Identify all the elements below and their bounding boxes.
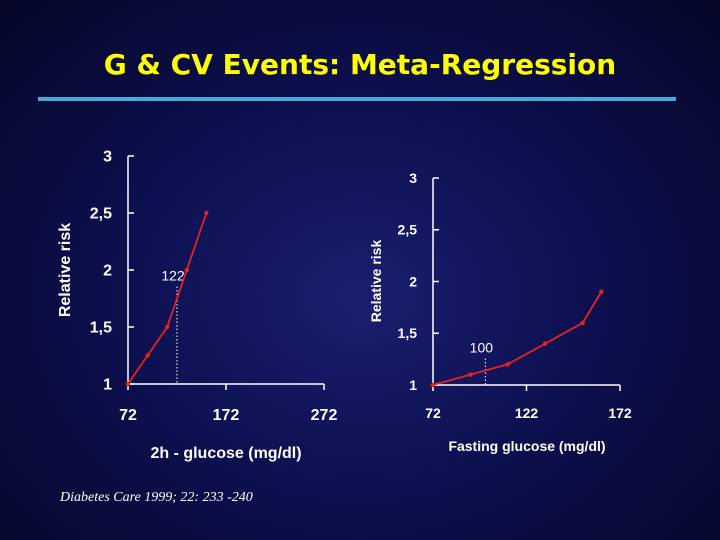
- y-tick-label: 2,5: [90, 206, 112, 223]
- x-tick-label: 272: [311, 407, 338, 424]
- y-tick-label: 1: [409, 377, 417, 393]
- reference-label: 100: [470, 339, 494, 355]
- data-point: [204, 210, 209, 216]
- y-tick-label: 2,5: [398, 222, 418, 238]
- data-point: [430, 382, 436, 388]
- data-point: [125, 381, 131, 387]
- x-axis-title: Fasting glucose (mg/dl): [448, 438, 605, 454]
- x-tick-label: 72: [119, 407, 137, 424]
- y-tick-label: 1,5: [90, 320, 112, 337]
- y-tick-label: 1,5: [398, 325, 418, 341]
- series-line: [432, 291, 603, 386]
- y-tick-label: 1: [103, 377, 112, 394]
- x-tick-label: 172: [608, 405, 632, 421]
- series-line: [127, 212, 208, 385]
- y-axis-title: Relative risk: [57, 223, 74, 317]
- citation: Diabetes Care 1999; 22: 233 -240: [60, 490, 253, 505]
- data-point: [165, 324, 170, 330]
- x-tick-label: 72: [425, 405, 441, 421]
- data-point: [505, 362, 510, 367]
- data-point: [184, 267, 189, 273]
- y-tick-label: 3: [409, 170, 417, 186]
- y-axis-title: Relative risk: [368, 240, 384, 323]
- y-tick-label: 3: [103, 149, 112, 166]
- data-point: [468, 372, 473, 377]
- data-point: [543, 341, 548, 346]
- chart-fasting-glucose: 1 1,5 2 2,5 3 72 122 172 Fasting glucose (mg/dl)…: [368, 170, 632, 454]
- chart-2h-glucose: 1 1,5 2 2,5 3 72 172 272 2h - glucose (mg/dl) Rel…: [57, 149, 337, 462]
- y-tick-label: 2: [103, 263, 112, 280]
- reference-label: 122: [161, 268, 185, 284]
- data-point: [145, 353, 150, 358]
- data-point: [580, 320, 585, 326]
- x-tick-label: 172: [213, 407, 240, 424]
- slide-title: G & CV Events: Meta-Regression: [103, 48, 617, 81]
- y-tick-label: 2: [409, 273, 417, 289]
- x-tick-label: 122: [515, 405, 539, 421]
- x-axis-title: 2h - glucose (mg/dl): [150, 445, 301, 462]
- data-point: [599, 289, 604, 295]
- title-rule: [38, 97, 676, 101]
